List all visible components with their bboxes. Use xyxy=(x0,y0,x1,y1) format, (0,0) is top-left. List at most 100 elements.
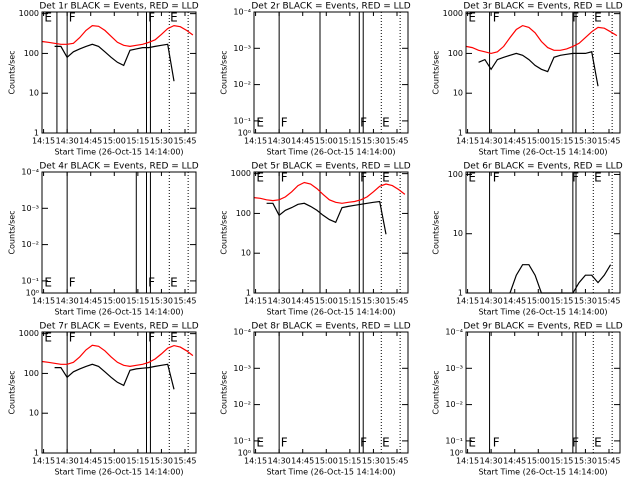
y-tick-label: 10⁻² xyxy=(21,240,39,249)
series-line xyxy=(478,51,599,87)
x-tick-label: 14:30 xyxy=(268,137,291,146)
y-tick-label: 10⁻² xyxy=(445,400,463,409)
x-tick-label: 15:15 xyxy=(338,457,361,466)
x-tick-label: 15:00 xyxy=(527,297,550,306)
annotation: E xyxy=(170,331,178,345)
annotation: E xyxy=(382,116,390,130)
x-tick-label: 15:00 xyxy=(527,137,550,146)
y-tick-label: 10⁻³ xyxy=(233,364,251,373)
x-axis-label: Start Time (26-Oct-15 14:14:00) xyxy=(478,148,607,157)
y-tick-label: 1000 xyxy=(231,169,251,178)
x-tick-label: 14:45 xyxy=(503,297,526,306)
y-axis-label: Counts/sec xyxy=(8,210,17,254)
x-tick-label: 15:30 xyxy=(150,457,173,466)
x-tick-label: 15:00 xyxy=(315,457,338,466)
x-tick-label: 14:30 xyxy=(480,297,503,306)
annotation: E xyxy=(382,171,390,185)
x-tick-label: 14:30 xyxy=(268,457,291,466)
annotation: E xyxy=(594,11,602,25)
panel-title: Det 8r BLACK = Events, RED = LLD xyxy=(251,322,410,332)
annotation: F xyxy=(360,436,367,450)
annotation: E xyxy=(44,11,52,25)
y-tick-label: 10⁰ xyxy=(450,449,463,458)
y-tick-label: 10⁻⁴ xyxy=(233,328,251,337)
x-tick-label: 15:30 xyxy=(574,457,597,466)
y-tick-label: 1000 xyxy=(443,9,463,18)
x-axis-label: Start Time (26-Oct-15 14:14:00) xyxy=(478,308,607,317)
annotation: F xyxy=(360,171,367,185)
y-axis-label: Counts/sec xyxy=(432,210,441,254)
series-line xyxy=(54,43,175,82)
annotation: E xyxy=(256,171,264,185)
y-tick-label: 10 xyxy=(241,249,251,258)
panel-title: Det 6r BLACK = Events, RED = LLD xyxy=(463,162,622,172)
y-axis-label: Counts/sec xyxy=(432,50,441,94)
x-tick-label: 15:45 xyxy=(597,297,620,306)
panel-title: Det 5r BLACK = Events, RED = LLD xyxy=(251,162,410,172)
annotation: E xyxy=(594,436,602,450)
y-axis-label: Counts/sec xyxy=(8,50,17,94)
y-tick-label: 10⁻² xyxy=(233,80,251,89)
y-tick-label: 100 xyxy=(448,170,463,179)
x-tick-label: 15:30 xyxy=(574,297,597,306)
x-tick-label: 14:15 xyxy=(32,137,55,146)
x-axis-label: Start Time (26-Oct-15 14:14:00) xyxy=(266,468,395,477)
y-tick-label: 10⁻¹ xyxy=(445,436,463,445)
y-tick-label: 1 xyxy=(34,129,39,138)
annotation: F xyxy=(572,171,579,185)
series-line xyxy=(41,24,194,48)
annotation: F xyxy=(360,116,367,130)
x-tick-label: 14:30 xyxy=(268,297,291,306)
x-tick-label: 14:15 xyxy=(244,137,267,146)
y-tick-label: 1 xyxy=(458,129,463,138)
x-tick-label: 14:15 xyxy=(244,297,267,306)
x-tick-label: 15:15 xyxy=(126,137,149,146)
annotation: F xyxy=(281,171,288,185)
annotation: F xyxy=(493,436,500,450)
x-tick-label: 14:15 xyxy=(456,297,479,306)
plot-frame xyxy=(465,171,621,294)
y-tick-label: 1 xyxy=(246,289,251,298)
y-axis-label: Counts/sec xyxy=(220,50,229,94)
annotation: F xyxy=(69,331,76,345)
y-tick-label: 10⁰ xyxy=(26,289,39,298)
annotation: F xyxy=(493,171,500,185)
x-tick-label: 15:30 xyxy=(362,297,385,306)
x-tick-label: 15:00 xyxy=(103,297,126,306)
x-tick-label: 15:45 xyxy=(173,137,196,146)
y-axis-label: Counts/sec xyxy=(220,210,229,254)
y-tick-label: 10 xyxy=(29,89,39,98)
x-tick-label: 14:15 xyxy=(32,457,55,466)
x-tick-label: 15:15 xyxy=(550,137,573,146)
y-tick-label: 10⁻³ xyxy=(233,44,251,53)
x-tick-label: 15:45 xyxy=(385,457,408,466)
y-tick-label: 10 xyxy=(453,89,463,98)
annotation: F xyxy=(148,11,155,25)
annotation: E xyxy=(170,276,178,290)
x-tick-label: 15:15 xyxy=(338,297,361,306)
x-tick-label: 14:15 xyxy=(456,457,479,466)
y-tick-label: 10⁻³ xyxy=(445,364,463,373)
x-tick-label: 15:00 xyxy=(315,137,338,146)
plot-frame xyxy=(253,331,409,454)
annotation: E xyxy=(468,436,476,450)
annotation: F xyxy=(69,276,76,290)
y-axis-label: Counts/sec xyxy=(8,370,17,414)
x-tick-label: 15:30 xyxy=(150,137,173,146)
x-tick-label: 15:00 xyxy=(527,457,550,466)
annotation: E xyxy=(256,116,264,130)
annotation: E xyxy=(170,11,178,25)
x-tick-label: 14:45 xyxy=(79,297,102,306)
annotation: F xyxy=(148,276,155,290)
y-tick-label: 1000 xyxy=(19,329,39,338)
x-tick-label: 15:15 xyxy=(126,457,149,466)
x-tick-label: 14:15 xyxy=(244,457,267,466)
x-tick-label: 15:45 xyxy=(597,137,620,146)
x-axis-label: Start Time (26-Oct-15 14:14:00) xyxy=(54,468,183,477)
series-line xyxy=(465,24,618,55)
x-tick-label: 14:45 xyxy=(503,457,526,466)
y-tick-label: 1 xyxy=(34,449,39,458)
annotation: F xyxy=(281,436,288,450)
y-tick-label: 100 xyxy=(24,49,39,58)
